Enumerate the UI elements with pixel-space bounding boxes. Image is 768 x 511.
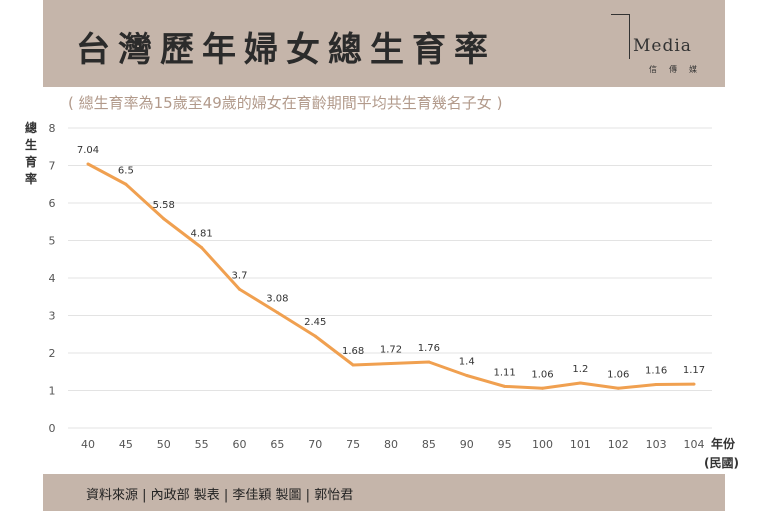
header-band: 台灣歷年婦女總生育率 Media 信傳媒 <box>43 0 725 87</box>
x-axis-label-unit: (民國) <box>704 456 739 470</box>
subtitle: ( 總生育率為15歲至49歲的婦女在育齡期間平均共生育幾名子女 ) <box>68 94 503 112</box>
y-tick-label: 1 <box>49 385 56 398</box>
x-tick-label: 75 <box>346 438 360 451</box>
data-point <box>465 374 469 377</box>
data-label: 5.58 <box>153 200 175 211</box>
y-axis-label: 生 <box>25 137 37 152</box>
data-point <box>616 386 620 390</box>
footer-band: 資料來源 | 內政部 製表 | 李佳穎 製圖 | 郭怡君 <box>43 474 725 511</box>
data-point <box>654 383 658 386</box>
y-axis-label: 總 <box>25 120 37 135</box>
data-point <box>124 182 128 186</box>
y-tick-label: 8 <box>49 122 56 135</box>
data-label: 6.5 <box>118 165 134 176</box>
x-axis-label: 年份 <box>711 436 736 451</box>
data-label: 1.4 <box>459 357 475 368</box>
logo: Media 信傳媒 <box>611 14 721 76</box>
data-label: 3.7 <box>232 270 248 281</box>
data-point <box>162 217 166 221</box>
data-point <box>578 381 582 385</box>
x-tick-label: 90 <box>460 438 474 451</box>
page-title: 台灣歷年婦女總生育率 <box>76 30 496 70</box>
data-point <box>427 360 431 364</box>
data-label: 1.17 <box>683 365 705 376</box>
x-tick-label: 80 <box>384 438 398 451</box>
data-label: 7.04 <box>77 145 99 156</box>
x-tick-label: 70 <box>308 438 322 451</box>
data-label: 4.81 <box>190 229 212 240</box>
data-point <box>86 162 90 166</box>
x-tick-label: 50 <box>157 438 171 451</box>
x-tick-label: 55 <box>195 438 209 451</box>
y-tick-label: 0 <box>49 422 56 435</box>
data-label: 1.68 <box>342 346 364 357</box>
data-label: 3.08 <box>266 294 288 305</box>
y-tick-label: 6 <box>49 197 56 210</box>
data-label: 1.06 <box>531 369 553 380</box>
data-point <box>275 311 279 314</box>
x-tick-label: 104 <box>684 438 705 451</box>
x-tick-label: 60 <box>233 438 247 451</box>
source-credit: 資料來源 | 內政部 製表 | 李佳穎 製圖 | 郭怡君 <box>86 488 354 503</box>
y-axis-label: 育 <box>25 154 37 169</box>
data-label: 1.2 <box>572 364 588 375</box>
x-tick-label: 103 <box>646 438 667 451</box>
data-label: 1.16 <box>645 366 667 377</box>
x-tick-label: 45 <box>119 438 133 451</box>
data-point <box>389 362 393 365</box>
data-label: 1.76 <box>418 343 440 354</box>
logo-mark <box>611 14 630 59</box>
data-point <box>541 386 544 390</box>
y-tick-label: 2 <box>49 347 56 360</box>
data-label: 2.45 <box>304 317 326 328</box>
data-point <box>313 334 317 338</box>
data-point <box>503 384 507 388</box>
data-point <box>200 246 204 250</box>
x-tick-label: 101 <box>570 438 591 451</box>
logo-subtext: 信傳媒 <box>649 65 709 74</box>
x-tick-label: 65 <box>270 438 284 451</box>
x-tick-label: 100 <box>532 438 553 451</box>
x-tick-label: 40 <box>81 438 95 451</box>
data-point <box>692 382 696 386</box>
data-point <box>238 287 241 291</box>
data-label: 1.11 <box>493 367 515 378</box>
data-point <box>351 363 355 367</box>
x-tick-label: 85 <box>422 438 436 451</box>
data-label: 1.72 <box>380 345 402 356</box>
x-tick-label: 95 <box>498 438 512 451</box>
y-tick-label: 4 <box>49 272 56 285</box>
x-tick-label: 102 <box>608 438 629 451</box>
y-tick-label: 7 <box>49 160 56 173</box>
y-axis-label: 率 <box>25 171 37 186</box>
logo-text: Media <box>633 36 692 56</box>
data-label: 1.06 <box>607 369 629 380</box>
y-tick-label: 3 <box>49 310 56 323</box>
y-tick-label: 5 <box>49 235 56 248</box>
